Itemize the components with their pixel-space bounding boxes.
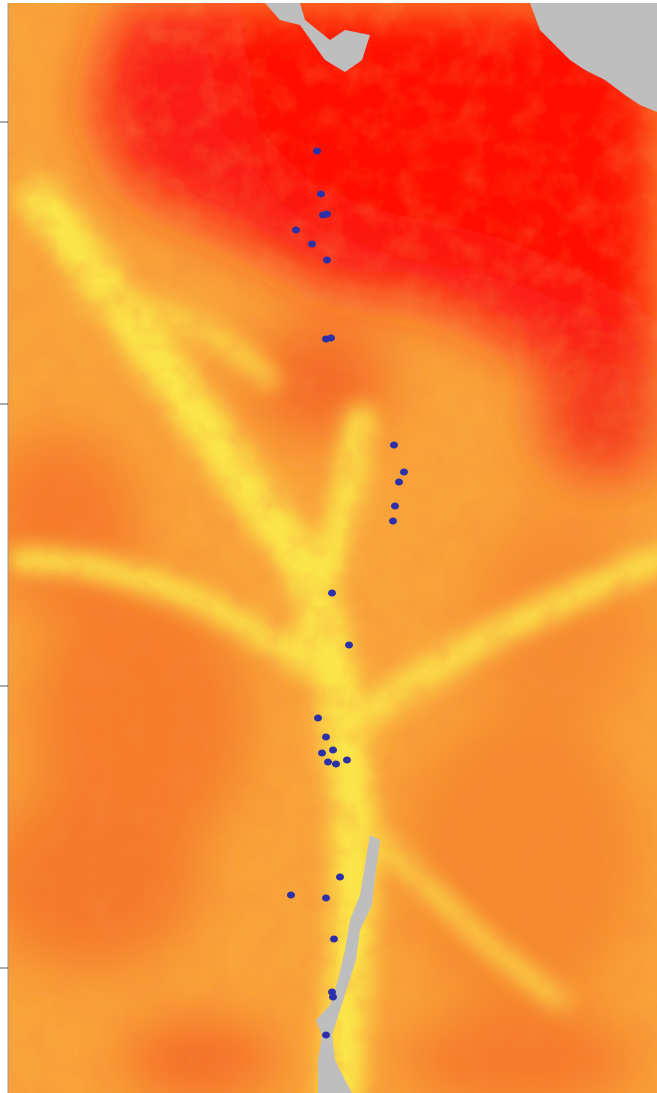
- site: [329, 747, 337, 754]
- site: [323, 257, 331, 264]
- site: [322, 895, 330, 902]
- site: [318, 750, 326, 757]
- site: [332, 761, 340, 768]
- site: [391, 503, 399, 510]
- site: [323, 211, 331, 218]
- site: [287, 892, 295, 899]
- site: [345, 642, 353, 649]
- site: [329, 994, 337, 1001]
- site: [389, 518, 397, 525]
- site: [314, 715, 322, 722]
- site: [313, 148, 321, 155]
- site: [292, 227, 300, 234]
- site: [324, 759, 332, 766]
- site: [336, 874, 344, 881]
- site: [322, 734, 330, 741]
- page: {}: [0, 0, 657, 1093]
- site: [400, 469, 408, 476]
- site: [343, 757, 351, 764]
- site: [322, 1032, 330, 1039]
- site: [390, 442, 398, 449]
- raster: [0, 3, 657, 1093]
- site: [330, 936, 338, 943]
- site: [327, 335, 335, 342]
- site: [328, 590, 336, 597]
- map: [0, 0, 657, 1093]
- axis-ticks: [0, 3, 8, 1093]
- texture: [8, 3, 657, 1093]
- site: [317, 191, 325, 198]
- site: [308, 241, 316, 248]
- site: [395, 479, 403, 486]
